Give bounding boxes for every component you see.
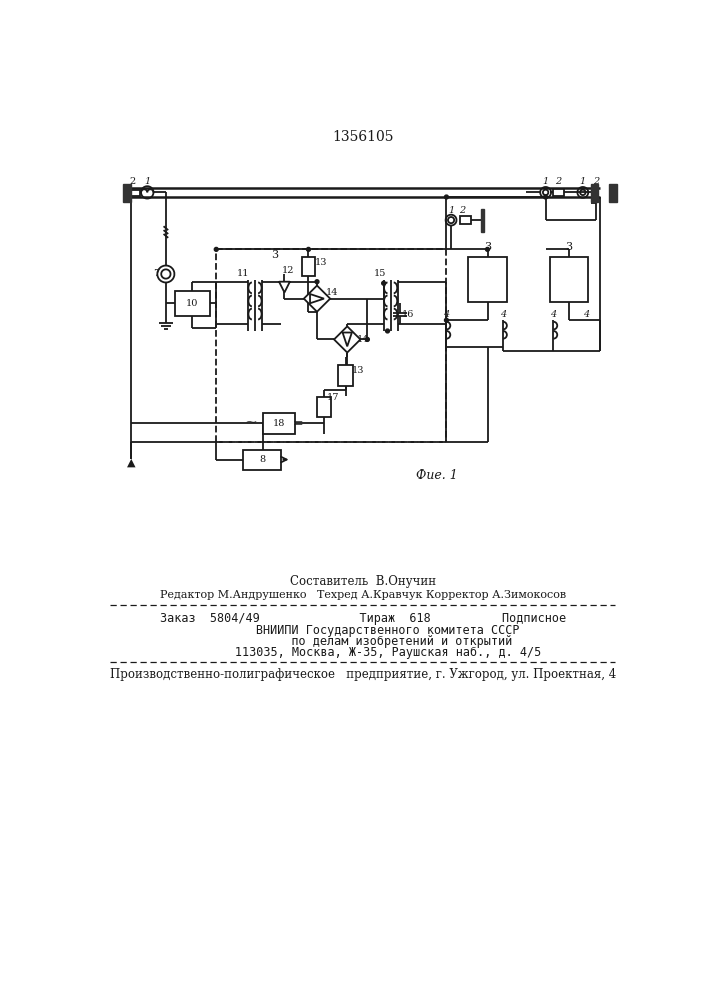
Text: 12: 12	[282, 266, 295, 275]
Text: 11: 11	[237, 269, 250, 278]
Text: 15: 15	[373, 269, 386, 278]
Polygon shape	[343, 333, 352, 346]
Circle shape	[307, 247, 310, 251]
Text: 1: 1	[448, 206, 454, 215]
Text: ▲: ▲	[127, 458, 135, 468]
Text: ~: ~	[245, 416, 257, 430]
Bar	[549, 257, 588, 302]
Bar	[338, 365, 354, 386]
Bar	[590, 184, 598, 202]
Text: Составитель  В.Онучин: Составитель В.Онучин	[290, 576, 436, 588]
Text: 4: 4	[443, 310, 450, 319]
Text: 13: 13	[352, 366, 364, 375]
Circle shape	[486, 247, 489, 251]
Bar	[130, 190, 139, 196]
Circle shape	[315, 280, 319, 284]
Circle shape	[385, 329, 390, 333]
Text: 1: 1	[542, 177, 549, 186]
Text: 14: 14	[356, 335, 369, 344]
Text: 1356105: 1356105	[332, 130, 394, 144]
Text: 4: 4	[550, 310, 556, 319]
Text: Производственно-полиграфическое   предприятие, г. Ужгород, ул. Проектная, 4: Производственно-полиграфическое предприя…	[110, 668, 616, 681]
Text: 3: 3	[566, 242, 573, 252]
Bar	[263, 413, 296, 434]
Text: 1: 1	[144, 177, 151, 186]
Bar	[123, 184, 131, 202]
Bar	[609, 184, 617, 202]
Text: 16: 16	[402, 310, 414, 319]
Text: 17: 17	[327, 393, 339, 402]
Polygon shape	[334, 326, 361, 353]
Circle shape	[214, 247, 218, 251]
Text: Редактор М.Андрушенко   Техред А.Кравчук Корректор А.Зимокосов: Редактор М.Андрушенко Техред А.Кравчук К…	[160, 590, 566, 600]
Bar	[468, 257, 507, 302]
Text: 18: 18	[273, 419, 285, 428]
Text: 4: 4	[583, 310, 589, 319]
Text: 2: 2	[555, 177, 561, 186]
Text: =: =	[292, 417, 303, 430]
Text: 3: 3	[271, 250, 278, 260]
Text: 2: 2	[129, 177, 136, 186]
Bar	[481, 209, 484, 232]
Text: 2: 2	[459, 206, 465, 215]
Text: 13: 13	[315, 258, 327, 267]
Text: 7: 7	[153, 269, 160, 278]
Text: 113035, Москва, Ж-35, Раушская наб., д. 4/5: 113035, Москва, Ж-35, Раушская наб., д. …	[185, 646, 541, 659]
Text: 4: 4	[500, 310, 506, 319]
Polygon shape	[310, 294, 324, 303]
Bar	[301, 257, 315, 276]
Circle shape	[366, 338, 369, 341]
Circle shape	[544, 195, 547, 199]
Bar	[317, 397, 331, 417]
Bar	[460, 216, 472, 224]
Text: ВНИИПИ Государственного комитета СССР: ВНИИПИ Государственного комитета СССР	[206, 624, 520, 637]
Text: 2: 2	[593, 177, 599, 186]
Text: 14: 14	[326, 288, 339, 297]
Circle shape	[445, 195, 448, 199]
Polygon shape	[304, 286, 330, 312]
Text: Заказ  5804/49              Тираж  618          Подписное: Заказ 5804/49 Тираж 618 Подписное	[160, 612, 566, 625]
Text: 10: 10	[186, 299, 199, 308]
Text: Фие. 1: Фие. 1	[416, 469, 458, 482]
Text: по делам изобретений и открытий: по делам изобретений и открытий	[213, 635, 513, 648]
Bar	[554, 189, 564, 196]
Text: 8: 8	[259, 455, 265, 464]
Circle shape	[445, 318, 448, 322]
Bar	[175, 291, 210, 316]
Bar	[243, 450, 281, 470]
Text: 3: 3	[484, 242, 491, 252]
Polygon shape	[279, 282, 290, 292]
Text: 1: 1	[580, 177, 586, 186]
Circle shape	[382, 281, 385, 285]
